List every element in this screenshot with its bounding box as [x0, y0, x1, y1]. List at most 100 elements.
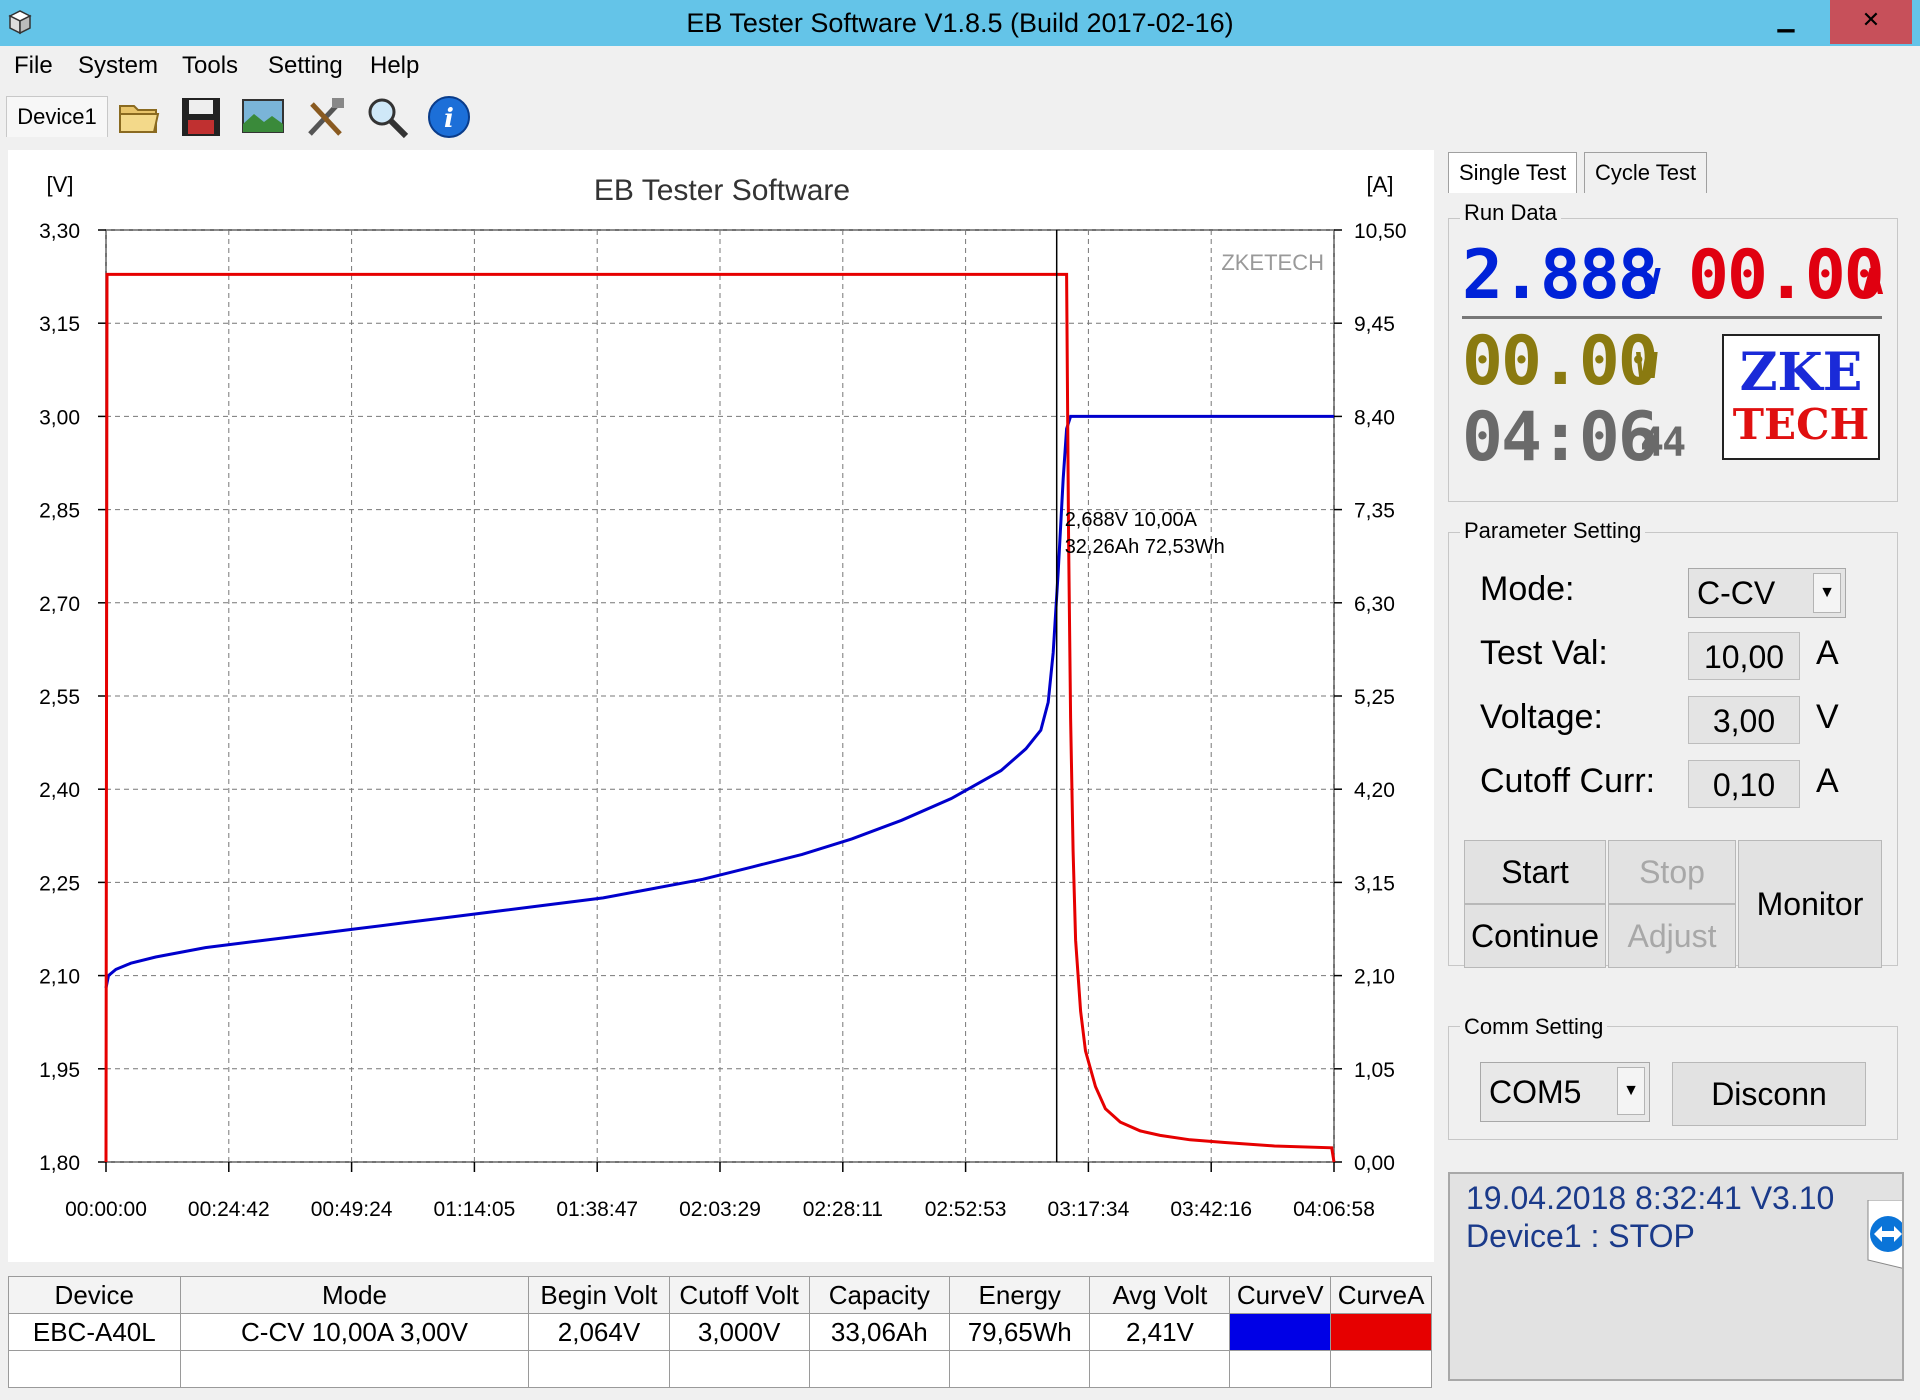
test-val-input[interactable]: 10,00	[1688, 632, 1800, 680]
cell-avg-volt: 2,41V	[1089, 1313, 1231, 1351]
table-header-row: Device Mode Begin Volt Cutoff Volt Capac…	[8, 1276, 1432, 1314]
device-tab[interactable]: Device1	[6, 96, 108, 137]
close-button[interactable]: ✕	[1830, 0, 1912, 44]
curve-v-color-swatch[interactable]	[1229, 1313, 1332, 1351]
right-tick-label: 9,45	[1354, 313, 1395, 336]
right-tick-label: 1,05	[1354, 1059, 1395, 1082]
right-tick-label: 7,35	[1354, 500, 1395, 523]
x-tick-label: 01:14:05	[434, 1198, 516, 1221]
chevron-down-icon[interactable]: ▼	[1617, 1067, 1645, 1115]
header-curve-a: CurveA	[1330, 1276, 1432, 1314]
right-tick-label: 4,20	[1354, 779, 1395, 802]
run-data-label: Run Data	[1460, 200, 1561, 226]
menu-tools[interactable]: Tools	[182, 52, 239, 79]
right-tick-label: 3,15	[1354, 872, 1395, 895]
left-tick-label: 3,00	[39, 406, 80, 429]
table-row[interactable]: EBC-A40L C-CV 10,00A 3,00V 2,064V 3,000V…	[8, 1313, 1432, 1351]
menu-help[interactable]: Help	[370, 52, 420, 79]
right-tick-label: 5,25	[1354, 686, 1395, 709]
current-unit: A	[1862, 262, 1884, 303]
right-tick-label: 6,30	[1354, 593, 1395, 616]
info-icon[interactable]: i	[426, 94, 472, 140]
mode-select[interactable]: C-CV ▼	[1688, 568, 1846, 618]
start-button[interactable]: Start	[1464, 840, 1606, 904]
menu-setting[interactable]: Setting	[268, 52, 343, 79]
discharge-chart: EB Tester Software [V] [A] 3,30 10,50 3,15…	[39, 172, 1406, 1221]
run-data-divider	[1462, 316, 1882, 319]
tab-single-test[interactable]: Single Test	[1448, 152, 1578, 193]
tools-icon[interactable]	[302, 94, 348, 140]
cursor-label-line1: 2,688V 10,00A	[1065, 509, 1198, 531]
cell-empty	[1330, 1350, 1432, 1388]
status-timestamp: 19.04.2018 8:32:41 V3.10	[1466, 1180, 1835, 1216]
curve-a-color-swatch[interactable]	[1330, 1313, 1432, 1351]
cell-empty	[949, 1350, 1091, 1388]
header-energy: Energy	[949, 1276, 1091, 1314]
window-title: EB Tester Software V1.8.5 (Build 2017-02…	[686, 8, 1234, 38]
save-icon[interactable]	[178, 94, 224, 140]
cutoff-curr-input[interactable]: 0,10	[1688, 760, 1800, 808]
table-row	[8, 1350, 1432, 1388]
cell-begin-volt: 2,064V	[528, 1313, 670, 1351]
tab-cycle-test[interactable]: Cycle Test	[1584, 152, 1708, 193]
test-val-label: Test Val:	[1480, 634, 1608, 672]
title-bar: EB Tester Software V1.8.5 (Build 2017-02…	[0, 0, 1920, 46]
results-table: Device Mode Begin Volt Cutoff Volt Capac…	[8, 1276, 1432, 1388]
elapsed-time-readout: 04:06	[1462, 398, 1659, 477]
header-cutoff-volt: Cutoff Volt	[668, 1276, 810, 1314]
cell-empty	[808, 1350, 951, 1388]
header-curve-v: CurveV	[1229, 1276, 1332, 1314]
x-tick-label: 00:00:00	[65, 1198, 147, 1221]
parameter-setting-label: Parameter Setting	[1460, 518, 1646, 544]
remote-control-icon[interactable]	[1858, 1200, 1904, 1272]
series-line-curvev	[104, 414, 1334, 989]
left-tick-label: 2,70	[39, 593, 80, 616]
left-axis-unit: [V]	[47, 172, 74, 197]
folder-icon[interactable]	[116, 94, 162, 140]
cell-empty	[668, 1350, 810, 1388]
left-tick-label: 2,40	[39, 779, 80, 802]
series-line-curvea	[104, 272, 1336, 1163]
status-panel: 19.04.2018 8:32:41 V3.10 Device1 : STOP	[1448, 1172, 1904, 1381]
chevron-down-icon[interactable]: ▼	[1813, 573, 1841, 613]
disconn-button[interactable]: Disconn	[1672, 1062, 1866, 1126]
zketech-logo: ZKE TECH	[1722, 334, 1880, 460]
mode-label: Mode:	[1480, 570, 1575, 608]
x-tick-label: 04:06:58	[1293, 1198, 1375, 1221]
continue-button[interactable]: Continue	[1464, 904, 1606, 968]
com-port-select[interactable]: COM5 ▼	[1480, 1062, 1650, 1122]
magnifier-icon[interactable]	[364, 94, 410, 140]
header-mode: Mode	[179, 1276, 530, 1314]
mode-select-value: C-CV	[1697, 575, 1776, 611]
cell-energy: 79,65Wh	[949, 1313, 1091, 1351]
left-tick-label: 2,55	[39, 686, 80, 709]
power-unit: W	[1636, 346, 1658, 387]
cutoff-curr-unit: A	[1816, 762, 1839, 800]
x-tick-label: 01:38:47	[556, 1198, 638, 1221]
cell-device: EBC-A40L	[8, 1313, 181, 1351]
app-icon	[8, 10, 32, 35]
stop-button[interactable]: Stop	[1608, 840, 1736, 904]
header-avg-volt: Avg Volt	[1089, 1276, 1231, 1314]
image-icon[interactable]	[240, 94, 286, 140]
menu-file[interactable]: File	[14, 52, 53, 79]
left-tick-label: 3,30	[39, 220, 80, 243]
voltage-input[interactable]: 3,00	[1688, 696, 1800, 744]
left-tick-label: 2,85	[39, 500, 80, 523]
cell-empty	[179, 1350, 530, 1388]
comm-setting-label: Comm Setting	[1460, 1014, 1608, 1040]
svg-text:i: i	[444, 104, 454, 134]
minimize-button[interactable]: ▁	[1777, 7, 1795, 32]
com-port-value: COM5	[1489, 1074, 1582, 1110]
x-tick-label: 02:03:29	[679, 1198, 761, 1221]
x-tick-label: 02:52:53	[925, 1198, 1007, 1221]
left-tick-label: 2,10	[39, 966, 80, 989]
header-begin-volt: Begin Volt	[528, 1276, 670, 1314]
voltage-unit: V	[1640, 262, 1662, 303]
adjust-button[interactable]: Adjust	[1608, 904, 1736, 968]
menu-system[interactable]: System	[78, 52, 159, 79]
x-tick-label: 00:49:24	[311, 1198, 393, 1221]
left-tick-label: 3,15	[39, 313, 80, 336]
monitor-button[interactable]: Monitor	[1738, 840, 1882, 968]
chart-panel: EB Tester Software [V] [A] 3,30 10,50 3,15…	[8, 150, 1434, 1262]
